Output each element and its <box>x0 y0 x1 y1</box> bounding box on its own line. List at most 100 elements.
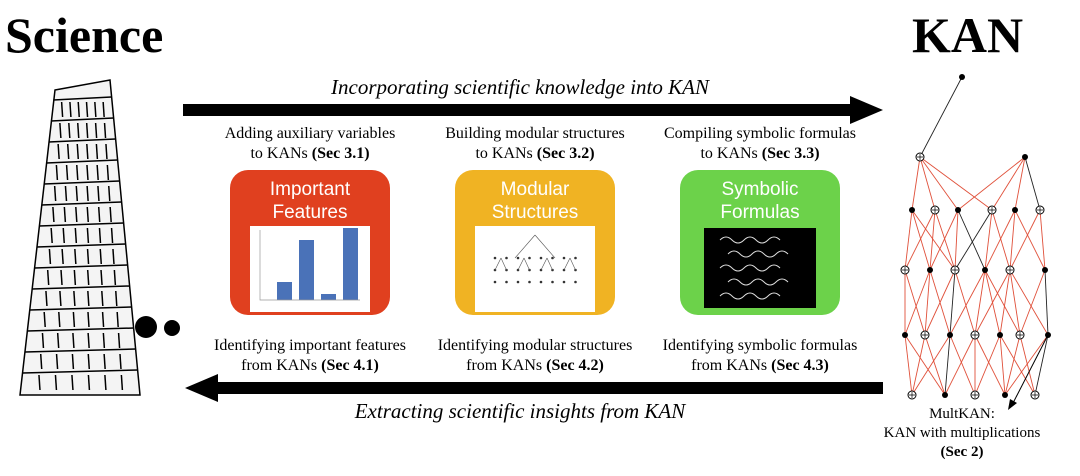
tower-column <box>106 164 110 181</box>
tower-column <box>120 374 124 391</box>
edge <box>999 334 1006 396</box>
edge <box>1004 334 1049 396</box>
caption-text: to KANs <box>475 145 532 162</box>
caption-bottom: Identifying symbolic formulas <box>663 337 858 354</box>
caption-top: to KANs (Sec 3.3) <box>700 145 819 162</box>
network-caption: MultKAN: <box>929 406 995 422</box>
icon-node <box>505 256 508 260</box>
edge <box>1004 334 1021 396</box>
caption-text: from KANs <box>466 357 542 374</box>
tower-column <box>86 227 90 244</box>
tower-column <box>86 185 89 202</box>
icon-edge <box>494 257 502 271</box>
edge <box>904 334 913 396</box>
tower-column <box>117 332 121 349</box>
tower-column <box>77 101 80 118</box>
icon-node <box>493 280 497 284</box>
card-image <box>475 226 595 312</box>
tower-column <box>86 164 89 181</box>
node-plus <box>932 207 938 213</box>
caption-section: (Sec 3.1) <box>312 145 370 162</box>
icon-bar <box>277 282 292 300</box>
edge <box>991 209 1011 271</box>
caption-section: (Sec 3.3) <box>762 145 820 162</box>
tower-column <box>57 143 60 160</box>
tower-band <box>53 96 112 101</box>
node-plus <box>909 392 915 398</box>
edge <box>984 269 1021 336</box>
dot <box>164 320 180 336</box>
node <box>1022 154 1028 160</box>
tower-column <box>76 143 80 160</box>
edge <box>904 269 931 336</box>
formula-scribble <box>727 278 789 286</box>
tower-column <box>72 311 76 328</box>
formula-scribble <box>719 236 781 244</box>
tower-column <box>72 332 75 349</box>
edge <box>974 334 1001 396</box>
node <box>909 207 915 213</box>
pointer-arrow <box>1011 334 1049 406</box>
edge <box>1024 156 1041 211</box>
tower-column <box>101 290 104 307</box>
card-title: Symbolic <box>721 179 798 200</box>
tower-column <box>87 290 90 307</box>
edge <box>999 334 1036 396</box>
node <box>982 267 988 273</box>
icon-node <box>562 256 566 260</box>
card-title: Modular <box>501 179 570 200</box>
card-title: Structures <box>492 202 579 223</box>
kan-network <box>900 74 1051 410</box>
tower-column <box>86 206 90 223</box>
tower-column <box>87 353 91 370</box>
tower-column <box>109 206 112 223</box>
edge <box>984 209 993 271</box>
icon-edge <box>569 257 576 271</box>
edge <box>954 269 976 336</box>
tower-column <box>54 374 58 391</box>
node-plus <box>989 207 995 213</box>
tower-illustration <box>19 79 141 396</box>
tower-column <box>71 374 74 391</box>
edge <box>911 156 921 211</box>
edge <box>957 156 1026 211</box>
edge <box>924 269 931 336</box>
edge <box>954 209 993 271</box>
node <box>927 267 933 273</box>
tower-band <box>46 159 118 164</box>
edge <box>957 209 986 271</box>
caption-bottom: from KANs (Sec 4.3) <box>691 357 829 374</box>
icon-edge <box>534 234 556 259</box>
tower-column <box>108 185 111 202</box>
icon-edge <box>517 257 525 271</box>
icon-node <box>528 256 531 260</box>
tower-column <box>112 248 115 265</box>
tower-column <box>58 311 61 328</box>
edge <box>949 269 956 336</box>
caption-section: (Sec 4.2) <box>546 357 604 374</box>
card-image <box>704 228 816 308</box>
node-plus <box>902 267 908 273</box>
caption-top: Compiling symbolic formulas <box>664 125 856 142</box>
edge <box>911 209 956 271</box>
tower-column <box>102 332 106 349</box>
node-plus <box>1007 267 1013 273</box>
tower-band <box>31 285 130 290</box>
edge <box>929 209 936 271</box>
tower-column <box>87 311 90 328</box>
tower-column <box>94 122 98 139</box>
edge <box>1044 269 1049 336</box>
tower-column <box>86 143 89 160</box>
tower-band <box>50 117 114 122</box>
edge <box>919 76 963 158</box>
caption-text: from KANs <box>241 357 317 374</box>
edge <box>974 269 986 336</box>
tower-column <box>102 101 105 118</box>
tower-band <box>24 348 136 353</box>
caption-section: (Sec 3.2) <box>537 145 595 162</box>
tower-column <box>62 227 65 244</box>
icon-node <box>562 280 566 284</box>
edge <box>1009 209 1016 271</box>
caption-bottom: from KANs (Sec 4.1) <box>241 357 379 374</box>
